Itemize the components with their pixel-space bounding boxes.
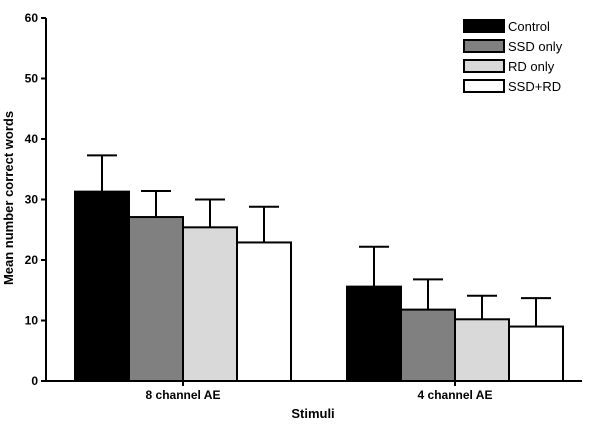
legend-swatch bbox=[463, 79, 505, 93]
bar-rd-only bbox=[182, 226, 238, 382]
legend-label: SSD only bbox=[508, 39, 563, 54]
bars-layer bbox=[74, 154, 564, 383]
legend-label: SSD+RD bbox=[508, 79, 561, 94]
bar-ssd-only bbox=[128, 216, 184, 382]
bar-ssd-rd bbox=[236, 241, 292, 382]
y-tick-label: 60 bbox=[25, 11, 39, 25]
x-axis-title: Stimuli bbox=[291, 406, 334, 421]
x-category-label: 4 channel AE bbox=[418, 388, 493, 402]
legend: Control SSD only RD only SSD+RD bbox=[463, 19, 563, 94]
x-category-label: 8 channel AE bbox=[146, 388, 221, 402]
legend-swatch bbox=[463, 39, 505, 53]
legend-swatch bbox=[463, 19, 505, 33]
y-tick-label: 30 bbox=[25, 193, 39, 207]
y-tick-label: 20 bbox=[25, 253, 39, 267]
bar-ssd-only bbox=[400, 308, 456, 382]
y-axis-title: Mean number correct words bbox=[1, 111, 16, 285]
y-tick-label: 40 bbox=[25, 132, 39, 146]
bar-control bbox=[74, 190, 130, 382]
legend-label: RD only bbox=[508, 59, 555, 74]
bar-ssd-rd bbox=[508, 325, 564, 382]
bar-control bbox=[346, 285, 402, 382]
legend-label: Control bbox=[508, 19, 550, 34]
y-tick-label: 0 bbox=[31, 374, 38, 388]
bar-rd-only bbox=[454, 318, 510, 383]
y-tick-label: 10 bbox=[25, 314, 39, 328]
legend-swatch bbox=[463, 59, 505, 73]
y-tick-label: 50 bbox=[25, 72, 39, 86]
